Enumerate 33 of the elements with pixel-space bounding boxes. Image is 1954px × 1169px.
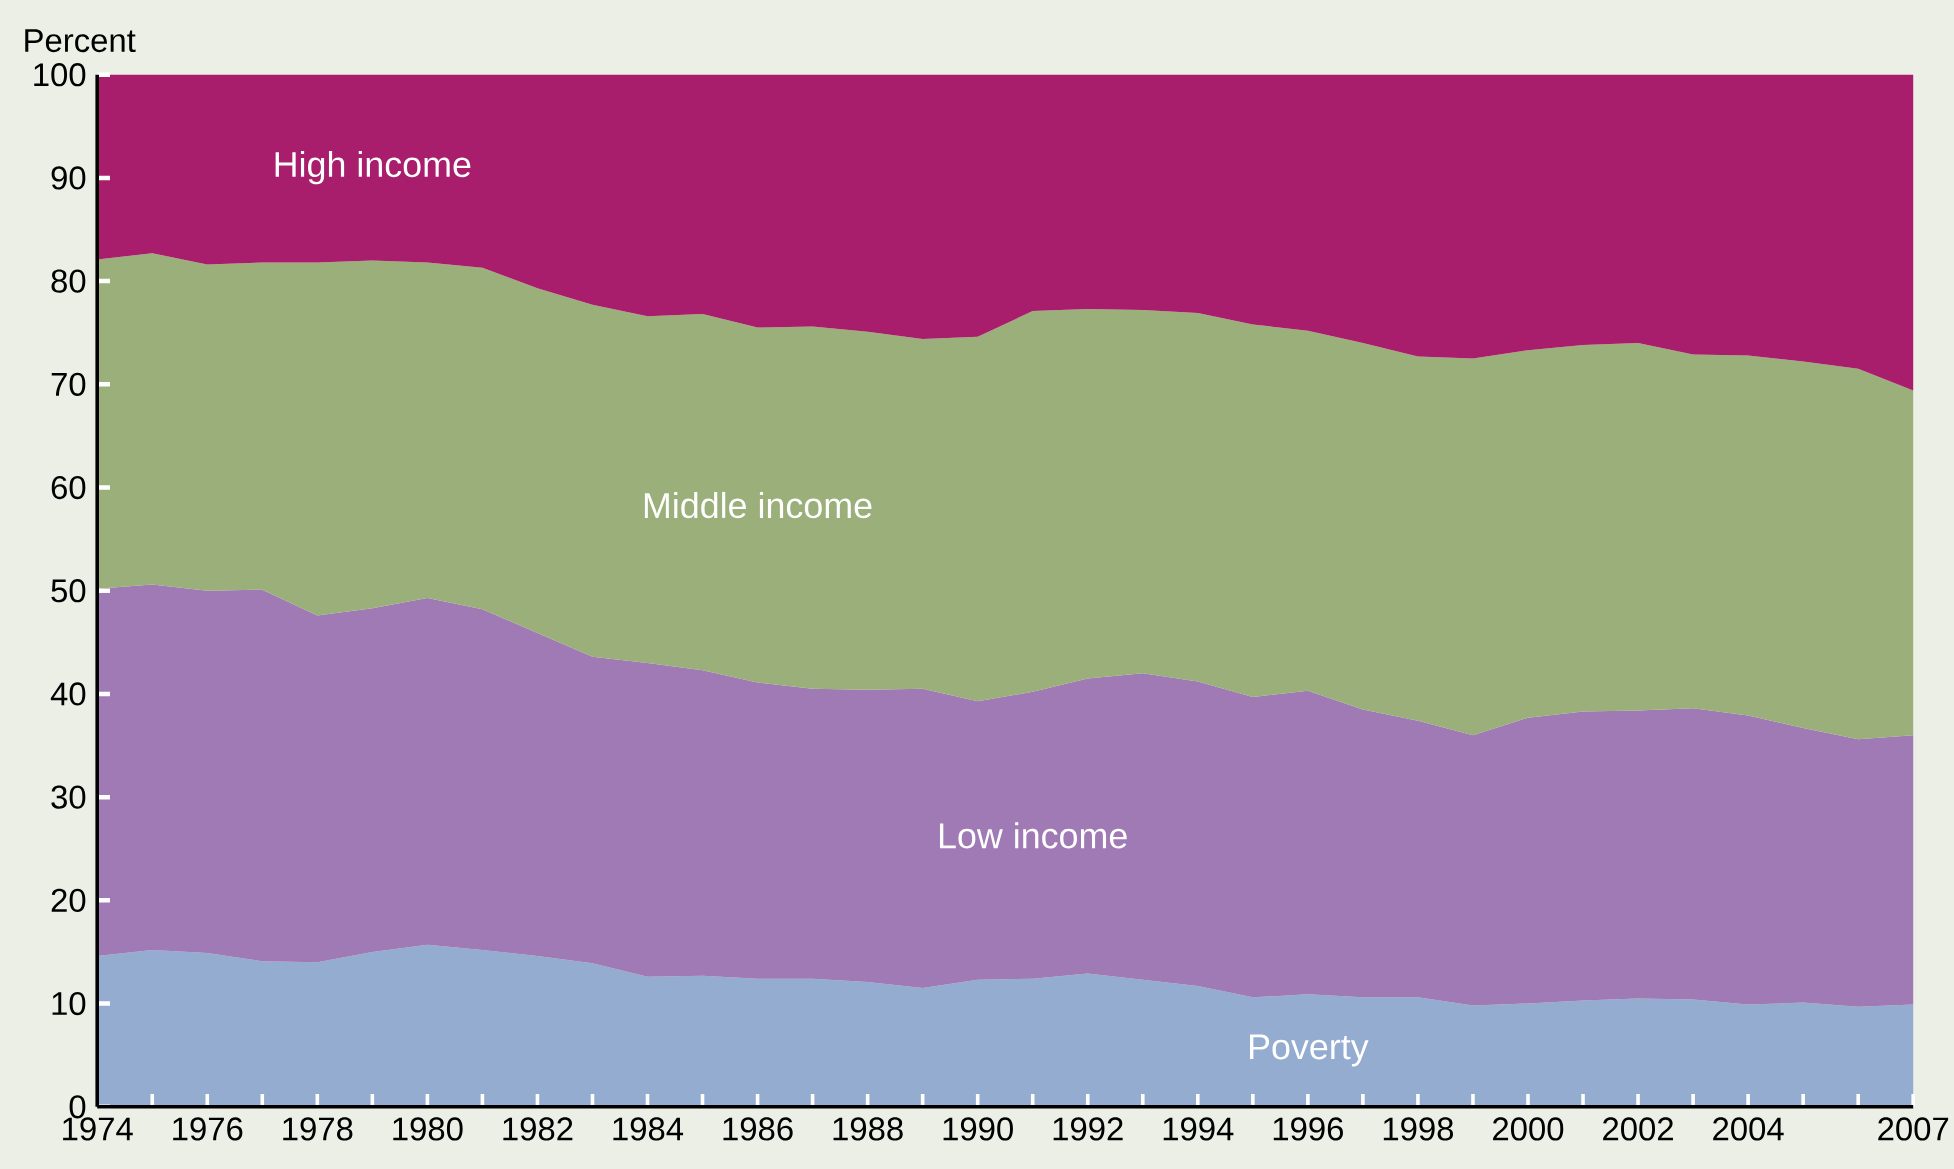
x-tick-label: 1984 — [613, 1117, 684, 1141]
x-tick-label: 1998 — [1383, 1117, 1454, 1141]
y-tick-label: 70 — [51, 372, 86, 396]
x-tick-label: 1986 — [723, 1117, 793, 1141]
y-tick-label: 40 — [50, 682, 86, 706]
series-label: Low income — [939, 822, 1127, 849]
y-tick-label: 80 — [51, 269, 86, 293]
y-tick-label: 50 — [51, 579, 86, 603]
x-tick-label: 1990 — [943, 1117, 1013, 1141]
y-tick-label: 20 — [51, 888, 86, 912]
x-tick-label: 2000 — [1493, 1117, 1564, 1141]
x-tick-label: 1978 — [283, 1117, 353, 1141]
y-tick-label: 100 — [34, 63, 86, 87]
x-tick-label: 1976 — [173, 1117, 243, 1141]
x-tick-label: 1974 — [63, 1117, 133, 1141]
x-tick-label: 1994 — [1163, 1117, 1234, 1141]
x-tick-label: 2007 — [1878, 1117, 1949, 1141]
series-label: Poverty — [1250, 1034, 1369, 1067]
series-label: Middle income — [644, 491, 872, 519]
series-label: High income — [275, 150, 471, 185]
x-tick-label: 1982 — [503, 1117, 573, 1141]
x-tick-label: 1980 — [393, 1117, 463, 1141]
x-tick-label: 1992 — [1053, 1117, 1123, 1141]
y-axis-title: Percent — [25, 29, 136, 53]
y-tick-label: 0 — [69, 1095, 86, 1119]
y-tick-label: 90 — [51, 166, 86, 190]
y-tick-label: 30 — [51, 785, 86, 809]
x-tick-label: 1996 — [1273, 1117, 1343, 1141]
y-tick-label: 10 — [52, 991, 86, 1016]
x-tick-label: 2004 — [1713, 1117, 1784, 1141]
x-tick-label: 1988 — [833, 1117, 903, 1141]
y-tick-label: 60 — [51, 475, 86, 500]
x-tick-label: 2002 — [1603, 1117, 1673, 1141]
